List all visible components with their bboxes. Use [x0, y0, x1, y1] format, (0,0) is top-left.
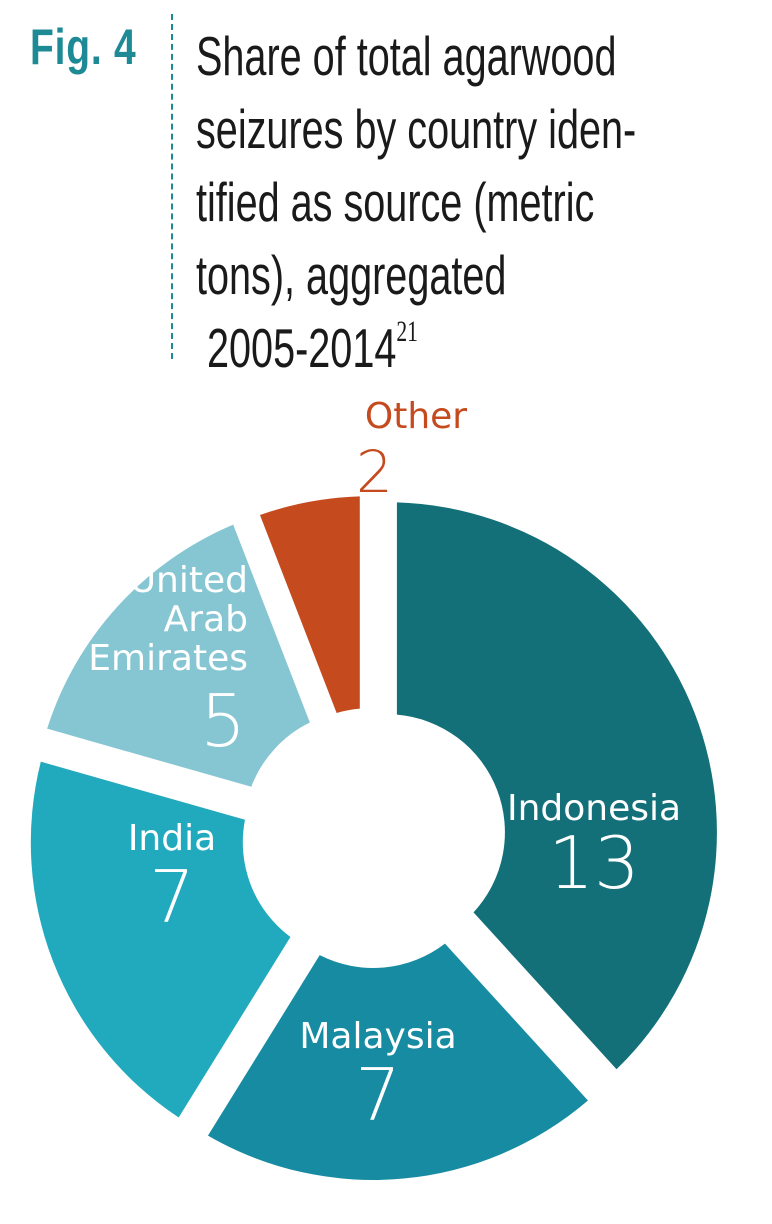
label-indonesia-line-1: Indonesia: [507, 788, 681, 829]
label-united-arab-emirates-line-2: Arab: [164, 599, 248, 640]
donut-chart: Indonesia13Malaysia7India7UnitedArabEmir…: [30, 396, 717, 1180]
figure-number: Fig. 4: [30, 19, 137, 75]
slice-other: [259, 496, 360, 713]
value-malaysia: 7: [355, 1053, 401, 1137]
label-united-arab-emirates-line-1: United: [130, 560, 248, 601]
label-india-line-1: India: [128, 818, 216, 859]
chart-title: Share of total agarwood seizures by coun…: [196, 20, 636, 385]
label-other-line-1: Other: [365, 396, 467, 437]
slice-malaysia: [207, 943, 588, 1180]
value-united-arab-emirates: 5: [200, 679, 246, 763]
value-other: 2: [356, 438, 393, 506]
title-line-2: seizures by country iden-: [196, 98, 637, 160]
title-line-1: Share of total agarwood: [196, 25, 617, 87]
title-line-3: tified as source (metric: [196, 171, 595, 233]
value-india: 7: [149, 855, 195, 939]
slice-indonesia: [396, 502, 717, 1070]
label-united-arab-emirates-line-3: Emirates: [88, 638, 248, 679]
label-malaysia-line-1: Malaysia: [299, 1016, 456, 1057]
value-indonesia: 13: [548, 821, 640, 905]
footnote-ref: 21: [396, 315, 418, 348]
slice-india: [30, 761, 291, 1118]
title-line-4: tons), aggregated: [196, 244, 507, 306]
title-line-5: 2005-2014: [196, 317, 397, 379]
title-divider: [171, 14, 173, 359]
slice-united-arab-emirates: [47, 524, 310, 787]
